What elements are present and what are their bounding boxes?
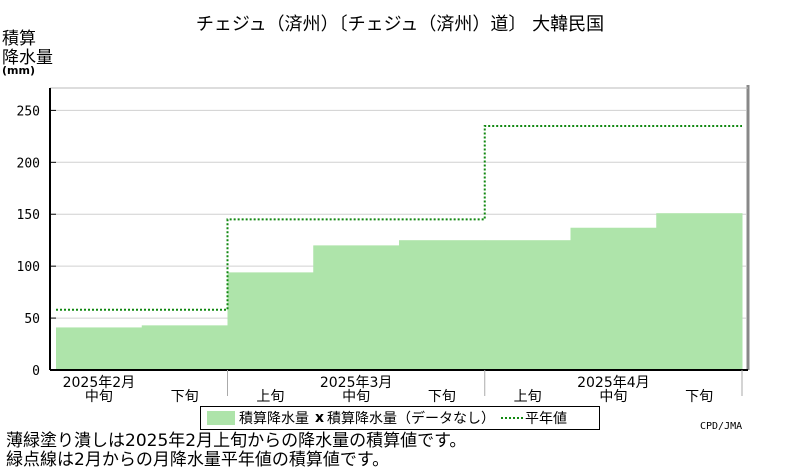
credit-text: CPD/JMA <box>700 421 743 432</box>
legend-missing-marker: x <box>315 410 325 426</box>
x-month-label-6: 2025年4月 <box>577 375 650 391</box>
x-dekad-label-3: 中旬 <box>342 389 370 405</box>
bar-period-1 <box>141 325 228 370</box>
x-dekad-label-1: 下旬 <box>171 389 199 405</box>
y-tick-label-50: 50 <box>24 312 40 327</box>
bar-period-0 <box>56 327 143 370</box>
legend-normal-label: 平年値 <box>525 411 568 427</box>
bar-period-4 <box>399 240 486 370</box>
y-tick-label-100: 100 <box>17 260 40 275</box>
note-line-1: 薄緑塗り潰しは2025年2月上旬からの降水量の積算値です。 <box>6 431 467 451</box>
bar-period-2 <box>227 272 314 370</box>
y-axis-label-line2: 降水量 <box>2 48 53 68</box>
legend-normal-line-swatch <box>501 417 524 419</box>
bar-period-6 <box>570 227 657 370</box>
legend-missing-label: 積算降水量（データなし） <box>327 411 496 427</box>
chart-title: チェジュ（済州）〔チェジュ（済州）道〕 大韓民国 <box>195 14 605 35</box>
chart-legend: 積算降水量 x 積算降水量（データなし） 平年値 <box>200 406 600 430</box>
note-line-2: 緑点線は2月からの月降水量平年値の積算値です。 <box>6 450 390 470</box>
bar-period-5 <box>484 240 571 370</box>
bar-period-7 <box>656 213 743 370</box>
bar-period-3 <box>313 245 400 370</box>
x-dekad-label-7: 下旬 <box>685 389 713 405</box>
y-tick-label-200: 200 <box>17 156 40 171</box>
y-tick-label-150: 150 <box>17 208 40 223</box>
x-month-label-3: 2025年3月 <box>320 375 393 391</box>
x-dekad-label-5: 上旬 <box>514 389 542 405</box>
legend-bar-label: 積算降水量 <box>239 411 309 427</box>
x-dekad-label-2: 上旬 <box>256 389 284 405</box>
y-tick-label-0: 0 <box>32 364 40 379</box>
x-dekad-label-0: 中旬 <box>85 389 113 405</box>
y-axis-label-line1: 積算 <box>2 29 36 49</box>
x-dekad-label-4: 下旬 <box>428 389 456 405</box>
y-tick-label-250: 250 <box>17 104 40 119</box>
normal-step-line <box>56 124 742 311</box>
legend-bar-swatch <box>207 411 235 425</box>
x-dekad-label-6: 中旬 <box>599 389 627 405</box>
y-axis-unit: (mm) <box>2 64 35 77</box>
x-month-label-0: 2025年2月 <box>63 375 136 391</box>
